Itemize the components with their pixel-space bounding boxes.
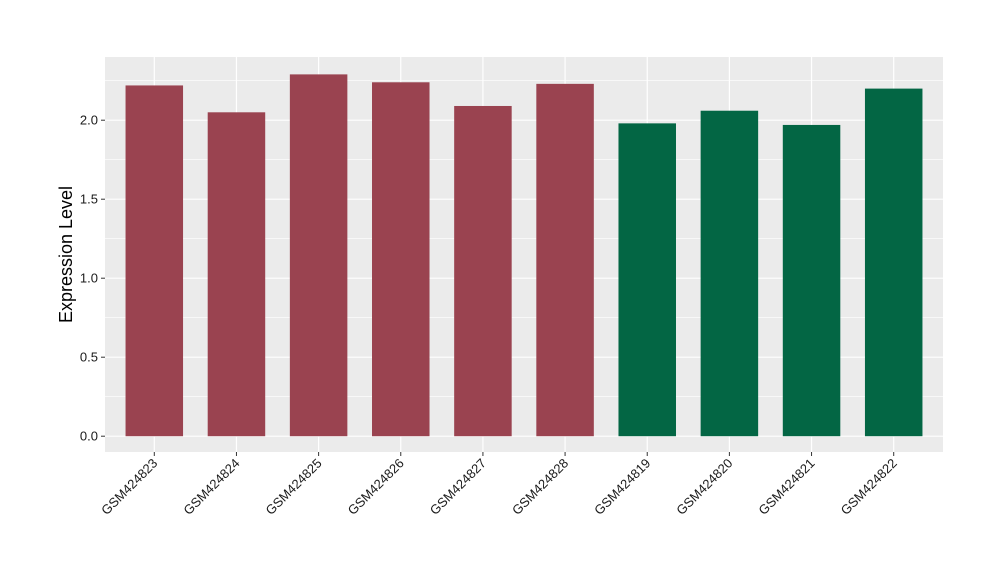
y-tick-label: 0.0 — [80, 429, 98, 444]
bar-GSM424823 — [125, 85, 184, 437]
x-tick-label: GSM424828 — [509, 456, 571, 518]
x-tick-label: GSM424826 — [345, 456, 407, 518]
bars — [125, 74, 923, 437]
y-tick-label: 1.0 — [80, 271, 98, 286]
y-axis-title: Expression Level — [56, 186, 76, 323]
x-tick-label: GSM424820 — [673, 456, 735, 518]
x-tick-label: GSM424825 — [263, 456, 325, 518]
bar-GSM424819 — [618, 123, 676, 437]
x-tick-label: GSM424819 — [591, 456, 653, 518]
x-tick-label: GSM424827 — [427, 456, 489, 518]
bar-GSM424822 — [864, 88, 923, 437]
y-tick-label: 0.5 — [80, 350, 98, 365]
bar-GSM424827 — [454, 105, 512, 437]
x-tick-label: GSM424824 — [180, 456, 242, 518]
x-tick-label: GSM424823 — [98, 456, 160, 518]
y-tick-label: 2.0 — [80, 113, 98, 128]
bar-GSM424820 — [700, 110, 759, 437]
y-tick-label: 1.5 — [80, 192, 98, 207]
bar-GSM424826 — [372, 82, 430, 437]
bar-GSM424828 — [536, 83, 594, 437]
x-tick-label: GSM424821 — [755, 456, 817, 518]
x-tick-label: GSM424822 — [838, 456, 900, 518]
bar-GSM424824 — [207, 112, 266, 437]
bar-GSM424821 — [782, 124, 841, 437]
bar-GSM424825 — [289, 74, 348, 437]
